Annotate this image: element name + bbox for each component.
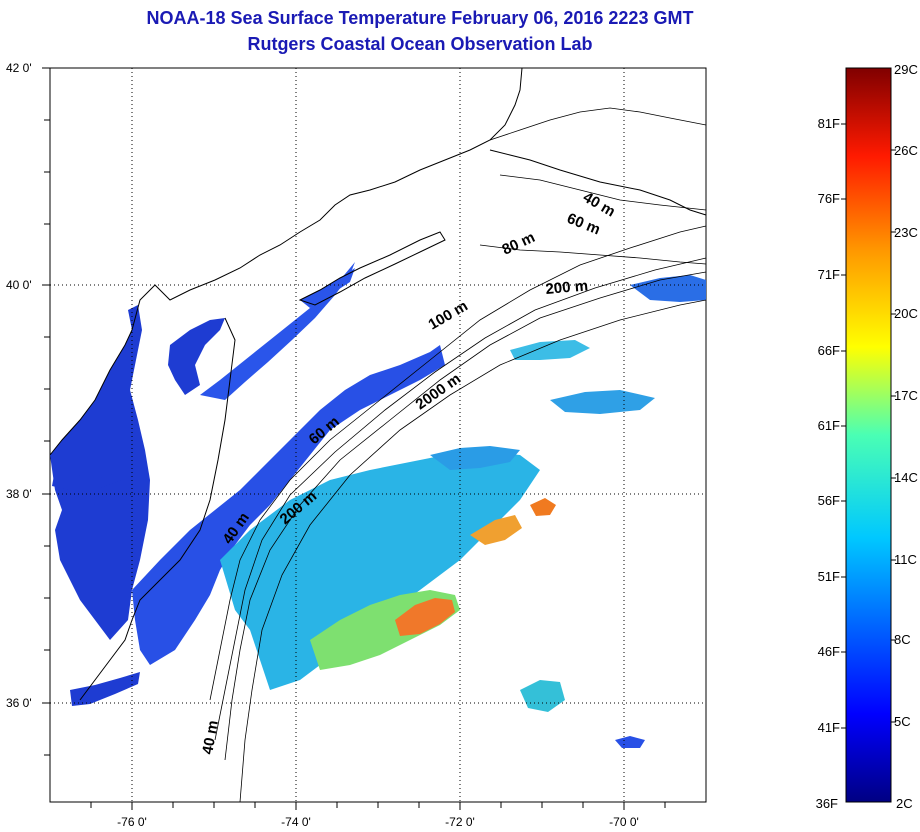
long-island-coast — [298, 231, 446, 306]
lat-label: 36 0' — [6, 696, 32, 710]
nj-coastal-sst-region — [200, 262, 355, 400]
colorbar-fahrenheit-label: 61F — [818, 418, 840, 433]
lat-label: 42 0' — [6, 61, 32, 75]
coastline — [49, 67, 523, 456]
colorbar-fahrenheit-label: 36F — [816, 796, 838, 811]
colorbar-fahrenheit-label: 81F — [818, 116, 840, 131]
graticule — [50, 68, 706, 802]
contour-label: 40 m — [199, 719, 222, 756]
colorbar-celsius-label: 8C — [894, 632, 911, 647]
map-content — [50, 262, 706, 748]
colorbar-fahrenheit-label: 41F — [818, 720, 840, 735]
colorbar-celsius-label: 2C — [896, 796, 913, 811]
coastal-cold-sst-region — [132, 345, 445, 665]
offshore-patch-1 — [510, 340, 590, 360]
lat-label: 38 0' — [6, 487, 32, 501]
axis-ticks — [42, 67, 666, 810]
map-subtitle: Rutgers Coastal Ocean Observation Lab — [247, 34, 593, 54]
colorbar-ticks — [841, 123, 896, 729]
colorbar-celsius-label: 5C — [894, 714, 911, 729]
map-frame — [49, 67, 707, 803]
gulfstream-hot-core — [395, 598, 455, 636]
colorbar-celsius-label: 17C — [894, 388, 918, 403]
chesapeake-bay-water — [50, 305, 150, 640]
delmarva-coast — [79, 317, 236, 701]
lon-label: -72 0' — [445, 815, 475, 829]
offshore-patch-5 — [520, 680, 565, 712]
offshore-patch-3 — [630, 275, 706, 302]
bathymetry-contours — [209, 107, 707, 803]
potomac-river-water — [52, 470, 122, 490]
map-title: NOAA-18 Sea Surface Temperature February… — [146, 8, 694, 28]
colorbar-celsius-label: 20C — [894, 306, 918, 321]
colorbar — [845, 67, 892, 803]
colorbar-celsius-label: 26C — [894, 143, 918, 158]
lon-label: -70 0' — [609, 815, 639, 829]
cape-cod-coast — [489, 149, 707, 216]
delaware-bay-water — [168, 318, 225, 395]
contour-label: 200 m — [545, 277, 589, 298]
colorbar-fahrenheit-label: 71F — [818, 267, 840, 282]
warm-eddy-b — [530, 498, 556, 516]
long-island-sst-region — [300, 268, 355, 308]
colorbar-fahrenheit-label: 76F — [818, 191, 840, 206]
offshore-patch-6 — [615, 736, 645, 748]
colorbar-celsius-label: 23C — [894, 225, 918, 240]
colorbar-fahrenheit-label: 66F — [818, 343, 840, 358]
colorbar-celsius-label: 14C — [894, 470, 918, 485]
offshore-patch-2 — [550, 390, 655, 414]
colorbar-fahrenheit-label: 56F — [818, 493, 840, 508]
colorbar-celsius-label: 11C — [894, 552, 917, 567]
lon-label: -74 0' — [281, 815, 311, 829]
lower-bay-water — [70, 672, 140, 706]
colorbar-fahrenheit-label: 46F — [818, 644, 840, 659]
lat-label: 40 0' — [6, 278, 32, 292]
lon-label: -76 0' — [117, 815, 147, 829]
warm-eddy-a — [470, 515, 522, 545]
midshelf-cool-sst-region — [220, 450, 540, 690]
colorbar-celsius-label: 29C — [894, 62, 918, 77]
colorbar-fahrenheit-label: 51F — [818, 569, 840, 584]
offshore-patch-4 — [430, 446, 520, 470]
